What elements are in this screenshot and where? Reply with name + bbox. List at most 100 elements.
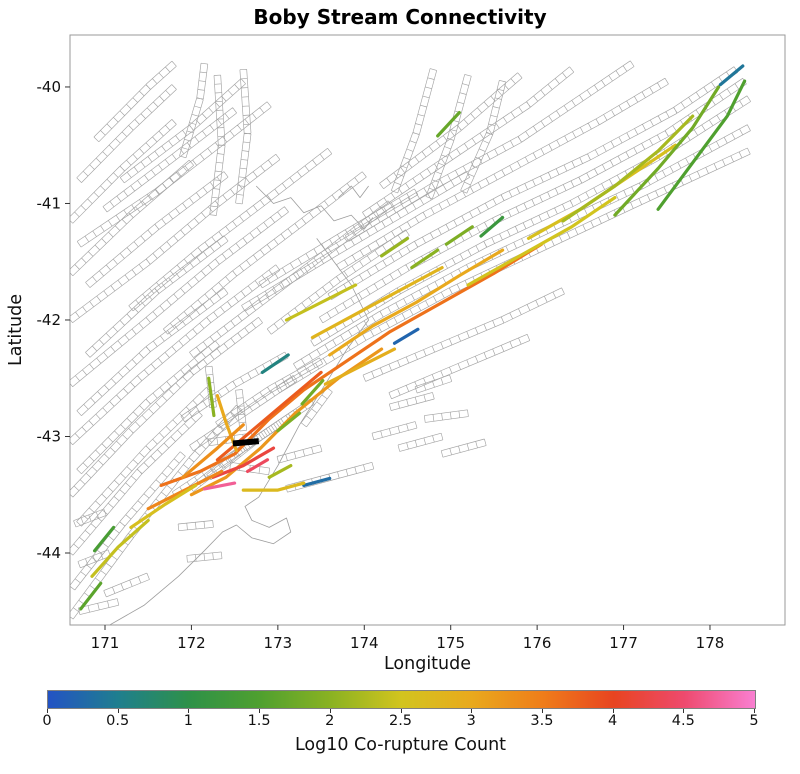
fault-subsection-trace — [362, 66, 575, 219]
fault-subsection-trace — [241, 171, 470, 312]
x-tick-label: 175 — [436, 634, 465, 652]
x-tick-label: 171 — [91, 634, 120, 652]
corupture-path — [181, 423, 245, 479]
fault-subsection-trace — [76, 387, 212, 527]
fault-subsection-trace — [300, 387, 333, 428]
fault-subsection-trace — [70, 451, 186, 591]
plot-border — [69, 34, 786, 626]
corupture-path — [310, 266, 444, 340]
fault-subsection-trace — [76, 84, 177, 183]
corupture-path — [328, 248, 505, 357]
corupture-path — [561, 114, 695, 223]
corupture-path — [410, 248, 440, 270]
fault-subsection-trace — [70, 317, 263, 498]
fault-subsection-trace — [103, 572, 150, 598]
corupture-path — [479, 215, 505, 238]
fault-subsection-trace — [77, 549, 111, 569]
fault-subsection-trace — [119, 78, 246, 184]
fault-subsection-trace — [189, 375, 298, 452]
y-tick-label: -40 — [37, 78, 62, 96]
fault-subsection-trace — [76, 101, 272, 248]
corupture-path — [302, 476, 332, 487]
corupture-path — [444, 225, 474, 246]
fault-subsection-trace — [128, 148, 333, 312]
fault-subsection-trace — [70, 410, 203, 556]
fault-subsection-trace — [70, 119, 177, 224]
colorbar-gradient — [47, 690, 756, 709]
fault-subsection-trace — [163, 171, 367, 335]
corupture-path — [718, 64, 745, 87]
fault-subsection-trace — [235, 68, 252, 205]
corupture-path — [300, 379, 325, 406]
corupture-path — [656, 79, 747, 211]
fault-subsection-trace — [388, 392, 435, 411]
fault-subsection-trace — [179, 62, 209, 159]
fault-subsection-trace — [362, 287, 565, 382]
y-tick-label: -44 — [37, 544, 62, 562]
y-tick-label: -42 — [37, 311, 62, 329]
coastline — [338, 185, 369, 198]
fault-subsection-trace — [70, 153, 281, 323]
x-tick-label: 172 — [177, 634, 206, 652]
corupture-path — [129, 483, 198, 529]
fault-subsection-trace — [235, 389, 248, 432]
fault-subsection-trace — [186, 551, 223, 563]
corupture-path — [392, 327, 420, 345]
fault-subsection-trace — [70, 206, 289, 387]
y-tick-label: -43 — [37, 427, 62, 445]
fault-subsection-trace — [390, 68, 438, 194]
colorbar-label: Log10 Co-rupture Count — [294, 735, 507, 755]
fault-subsection-trace — [77, 598, 120, 615]
x-tick-label: 173 — [264, 634, 293, 652]
corupture-path — [211, 446, 276, 479]
corupture-path — [241, 481, 306, 492]
fault-subsection-trace — [258, 188, 419, 289]
coastline — [109, 238, 369, 625]
highlight-segment — [232, 438, 260, 447]
corupture-path — [202, 481, 237, 491]
fault-subsection-trace — [85, 171, 229, 288]
fault-subsection-trace — [85, 235, 229, 358]
fault-subsection-trace — [328, 461, 375, 481]
fault-subsection-trace — [423, 409, 469, 423]
fault-subsection-trace — [76, 340, 220, 475]
coastline — [255, 185, 374, 230]
corupture-path — [276, 411, 302, 433]
corupture-path — [159, 242, 544, 487]
fault-subsection-trace — [319, 78, 747, 324]
corupture-path — [246, 458, 270, 473]
y-tick-label: -41 — [37, 194, 62, 212]
corupture-path — [260, 353, 290, 374]
corupture-path — [380, 236, 410, 258]
corupture-path — [93, 525, 116, 553]
corupture-path — [207, 376, 216, 418]
x-tick-label: 177 — [609, 634, 638, 652]
corupture-path — [267, 464, 293, 479]
fault-subsection-trace — [209, 74, 226, 216]
fault-subsection-trace — [177, 520, 214, 532]
corupture-path — [323, 347, 397, 386]
corupture-path — [90, 518, 150, 578]
fault-subsection-trace — [397, 432, 444, 452]
fault-subsection-trace — [327, 66, 739, 300]
fault-subsection-trace — [93, 60, 177, 143]
fault-subsection-trace — [73, 508, 107, 528]
fault-subsection-trace — [440, 438, 487, 458]
fault-subsection-trace — [460, 79, 507, 194]
fault-subsection-trace — [266, 229, 410, 335]
fault-subsection-trace — [371, 421, 418, 441]
y-axis-label: Latitude — [6, 293, 26, 367]
fault-subsection-trace — [276, 444, 323, 464]
fault-subsection-trace — [76, 287, 229, 416]
fault-subsection-trace — [275, 147, 751, 394]
corupture-path — [466, 196, 617, 287]
chart-title: Boby Stream Connectivity — [253, 5, 547, 29]
fault-subsection-trace — [70, 264, 281, 446]
fault-subsection-trace — [215, 357, 323, 428]
x-tick-label: 176 — [523, 634, 552, 652]
fault-subsection-trace — [336, 77, 669, 271]
fault-subsection-trace — [388, 334, 531, 400]
corupture-path — [284, 283, 358, 322]
